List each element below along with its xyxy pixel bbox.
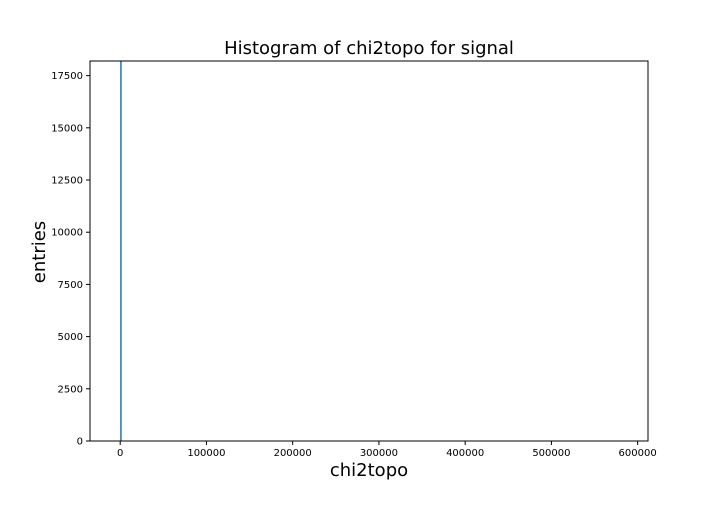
y-tick-label: 2500 [58,384,83,395]
y-tick-label: 12500 [51,176,83,187]
plot-frame [89,60,649,442]
x-tick-label: 400000 [446,448,484,459]
x-tick-label: 500000 [532,448,570,459]
y-axis-label: entries [29,221,50,283]
x-axis-ticks: 0 100000 200000 300000 400000 500000 600000 [117,441,657,459]
y-axis-ticks: 0 2500 5000 7500 10000 12500 15000 17500 [51,71,90,448]
y-tick-label: 5000 [58,332,83,343]
x-tick-label: 600000 [619,448,657,459]
y-tick-label: 7500 [58,280,83,291]
y-tick-label: 15000 [51,123,83,134]
x-axis-label: chi2topo [330,460,408,481]
x-tick-label: 300000 [360,448,398,459]
bars-group [120,61,122,441]
x-tick-label: 200000 [274,448,312,459]
y-tick-label: 17500 [51,71,83,82]
chart-title: Histogram of chi2topo for signal [224,38,514,59]
y-tick-label: 0 [77,437,83,448]
x-tick-label: 100000 [187,448,225,459]
y-tick-label: 10000 [51,228,83,239]
histogram-bar [120,61,122,441]
x-tick-label: 0 [117,448,123,459]
